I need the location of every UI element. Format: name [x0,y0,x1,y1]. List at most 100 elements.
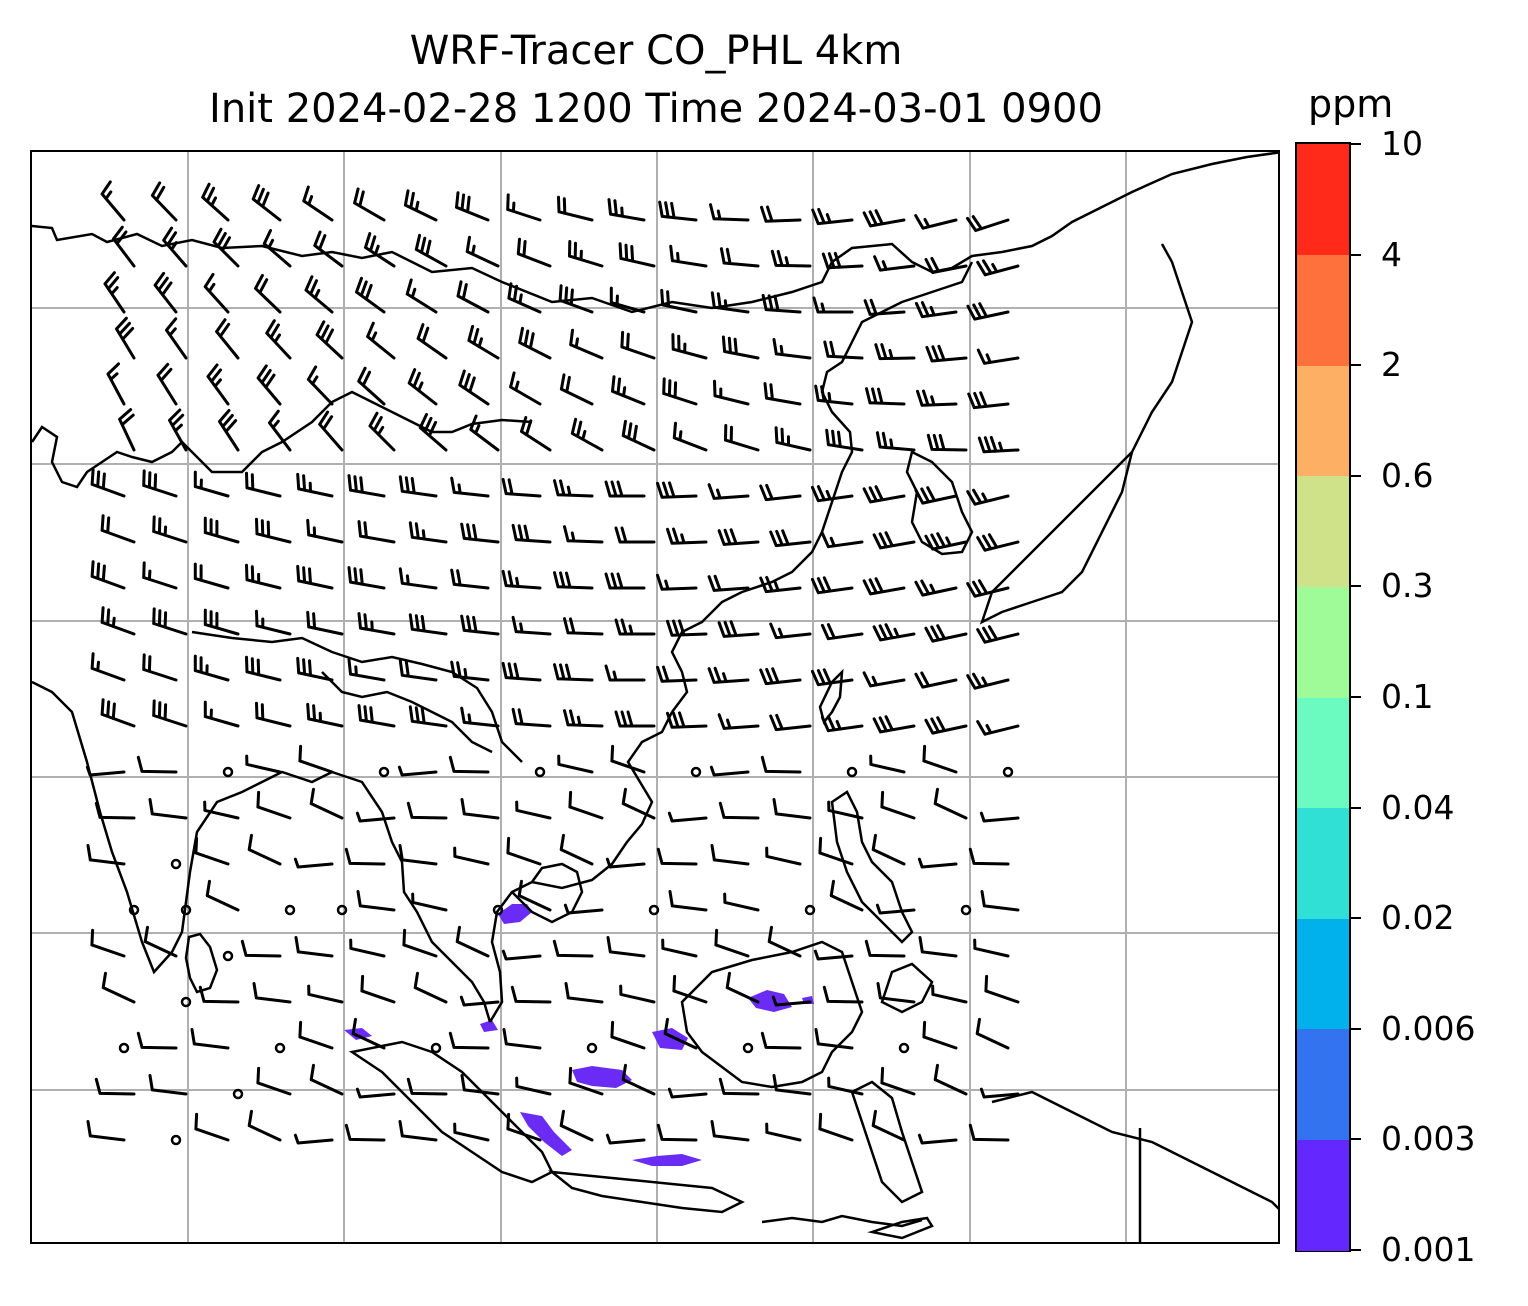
wind-barb [763,382,802,406]
wind-barb [871,833,906,866]
colorbar-segment [1297,807,1349,919]
wind-barb [203,800,240,820]
wind-barb [724,424,760,452]
wind-barb [810,576,854,595]
wind-barb [293,857,334,869]
wind-barb [203,608,240,636]
wind-barb [353,187,386,222]
wind-barb [769,622,812,640]
coastline-taiwan [818,668,844,725]
wind-barb [666,527,708,545]
wind-barb [916,389,958,407]
coastline-sumatra [348,1040,554,1184]
wind-barb [357,520,396,544]
calm-wind-circle [378,766,390,778]
wind-barb [862,671,906,688]
wind-barb [245,471,282,498]
wind-barb [553,663,594,682]
wind-barb [607,198,646,222]
wind-barb [296,472,334,498]
coastline-indochina [488,711,674,1023]
wind-barb [168,408,188,452]
wind-barb [604,480,646,498]
colorbar-segment [1297,365,1349,477]
wind-barb [448,1031,490,1050]
calm-wind-circle [648,904,660,916]
wind-barb [672,421,708,452]
wind-barb [408,521,448,544]
colorbar-tick [1351,253,1361,256]
wind-barb [356,890,396,912]
wind-barb [880,790,916,820]
wind-barb [925,344,968,363]
calm-wind-circle [222,950,234,962]
wind-barb [976,348,1020,365]
coastlines [32,152,1278,1242]
wind-barb [660,288,698,314]
wind-barb [143,925,178,958]
wind-barb [254,274,282,314]
coastline-borneo [680,940,864,1089]
wind-barb [765,846,802,866]
wind-barb [315,320,344,360]
calm-wind-circle [430,1042,442,1054]
wind-barb [349,938,386,958]
wind-barb [931,984,968,1004]
wind-barb [460,522,500,544]
wind-barb [245,754,282,774]
wind-barb [456,280,490,314]
wind-barb [90,928,126,958]
wind-barb [411,892,448,912]
wind-barb [725,971,760,1004]
wind-barb [811,207,854,226]
calm-wind-circle [118,1042,130,1054]
wind-barb [502,1028,542,1050]
wind-barb [933,787,968,820]
wind-barb [976,720,1020,736]
wind-barb [862,577,906,596]
wind-barb [152,699,188,728]
wind-barb [509,371,542,406]
wind-barb [553,571,594,590]
wind-barb [307,984,344,1004]
wind-barb [293,1133,334,1145]
wind-barb [671,333,708,360]
colorbar-tick [1351,696,1361,698]
wind-barb [100,514,136,544]
wind-barb [406,1077,448,1096]
wind-barb [875,431,916,452]
map-panel[interactable] [30,150,1280,1244]
wind-barb [767,925,802,958]
wind-barb [201,182,230,222]
wind-barb [769,529,812,548]
colorbar-tick [1351,1027,1361,1030]
wind-barb [559,1109,594,1142]
wind-barb [511,523,552,544]
wind-barb [515,800,552,820]
wind-barb [518,326,552,360]
wind-barb [563,525,604,544]
wind-barb [455,925,490,958]
colorbar-segment [1297,697,1349,809]
wind-barb [90,652,126,682]
wind-barb [156,362,178,406]
colorbar-tick [1351,1249,1361,1251]
wind-barb [568,1066,604,1096]
wind-barb [765,1122,802,1142]
wind-barb [414,233,448,268]
wind-barb [656,1123,698,1142]
colorbar-segment [1297,144,1349,256]
wind-barb [563,709,604,728]
wind-barb [924,532,968,551]
wind-barb [256,790,292,820]
wind-barb [922,1020,958,1050]
wind-barb [976,533,1020,552]
wind-barb [507,282,542,314]
wind-barb [984,974,1020,1004]
wind-barb [450,568,490,590]
wind-barb [719,247,760,268]
wind-barb [610,1020,646,1050]
wind-barbs [85,180,1020,1146]
coastline-philippines-mindanao [880,962,934,1014]
wind-barb [357,366,386,406]
